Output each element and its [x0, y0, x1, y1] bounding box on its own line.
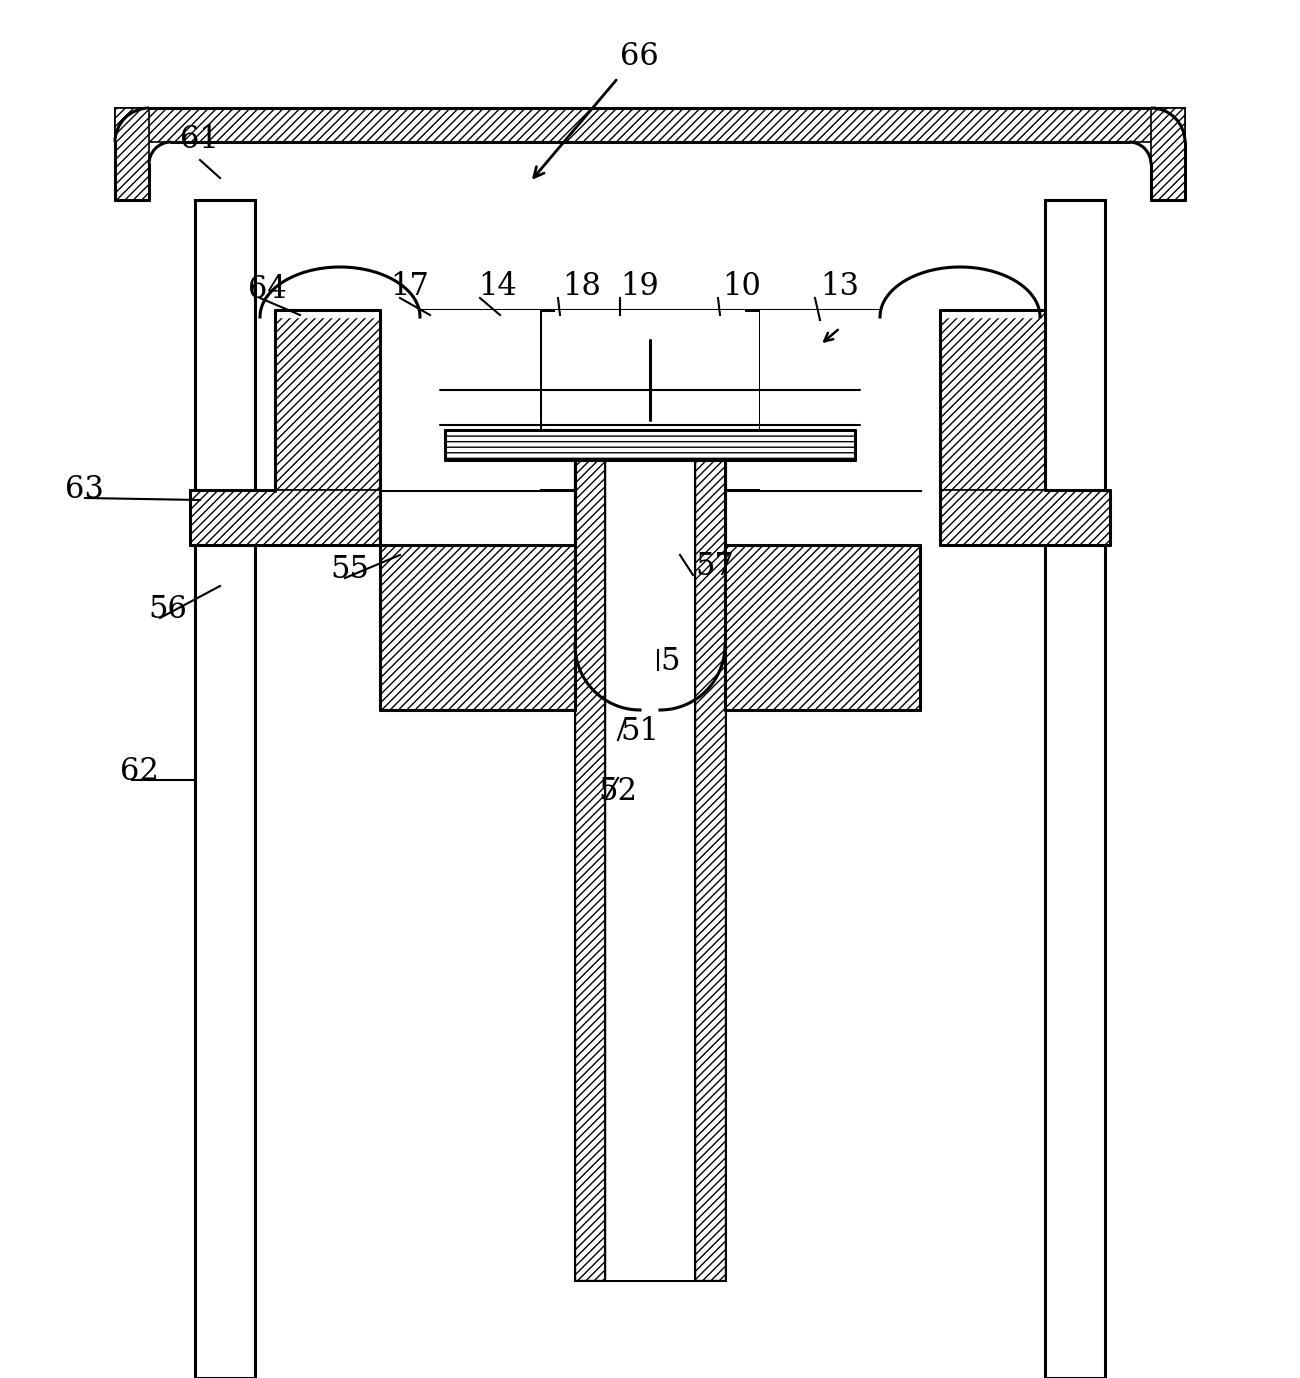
- Bar: [445, 430, 855, 460]
- Bar: [1045, 200, 1105, 1378]
- Bar: [604, 460, 696, 1280]
- Text: 64: 64: [248, 274, 286, 305]
- Text: 10: 10: [722, 271, 760, 302]
- Text: 19: 19: [620, 271, 659, 302]
- Bar: [760, 310, 940, 491]
- Bar: [1150, 107, 1186, 200]
- Bar: [114, 107, 150, 200]
- Bar: [114, 107, 1186, 142]
- Text: 17: 17: [390, 271, 429, 302]
- Text: 51: 51: [620, 717, 659, 747]
- Bar: [696, 460, 725, 1280]
- Bar: [940, 310, 1045, 491]
- Bar: [380, 310, 920, 491]
- Text: 63: 63: [65, 474, 104, 504]
- Text: 18: 18: [562, 271, 601, 302]
- Text: 56: 56: [148, 594, 187, 626]
- Text: 52: 52: [598, 776, 637, 808]
- Bar: [725, 546, 920, 710]
- Bar: [575, 460, 604, 1280]
- Bar: [276, 310, 380, 491]
- Bar: [940, 491, 1110, 546]
- Bar: [195, 200, 255, 1378]
- Text: 55: 55: [330, 554, 369, 586]
- Text: 14: 14: [478, 271, 517, 302]
- Text: 61: 61: [179, 124, 218, 154]
- Bar: [540, 310, 760, 430]
- Text: 66: 66: [620, 41, 659, 72]
- Bar: [190, 491, 380, 546]
- Bar: [380, 310, 540, 491]
- Bar: [575, 460, 725, 1280]
- Text: 5: 5: [660, 646, 680, 677]
- Bar: [555, 310, 745, 430]
- Bar: [380, 546, 575, 710]
- Text: 62: 62: [120, 757, 159, 787]
- Text: 57: 57: [696, 551, 734, 582]
- Text: 13: 13: [820, 271, 859, 302]
